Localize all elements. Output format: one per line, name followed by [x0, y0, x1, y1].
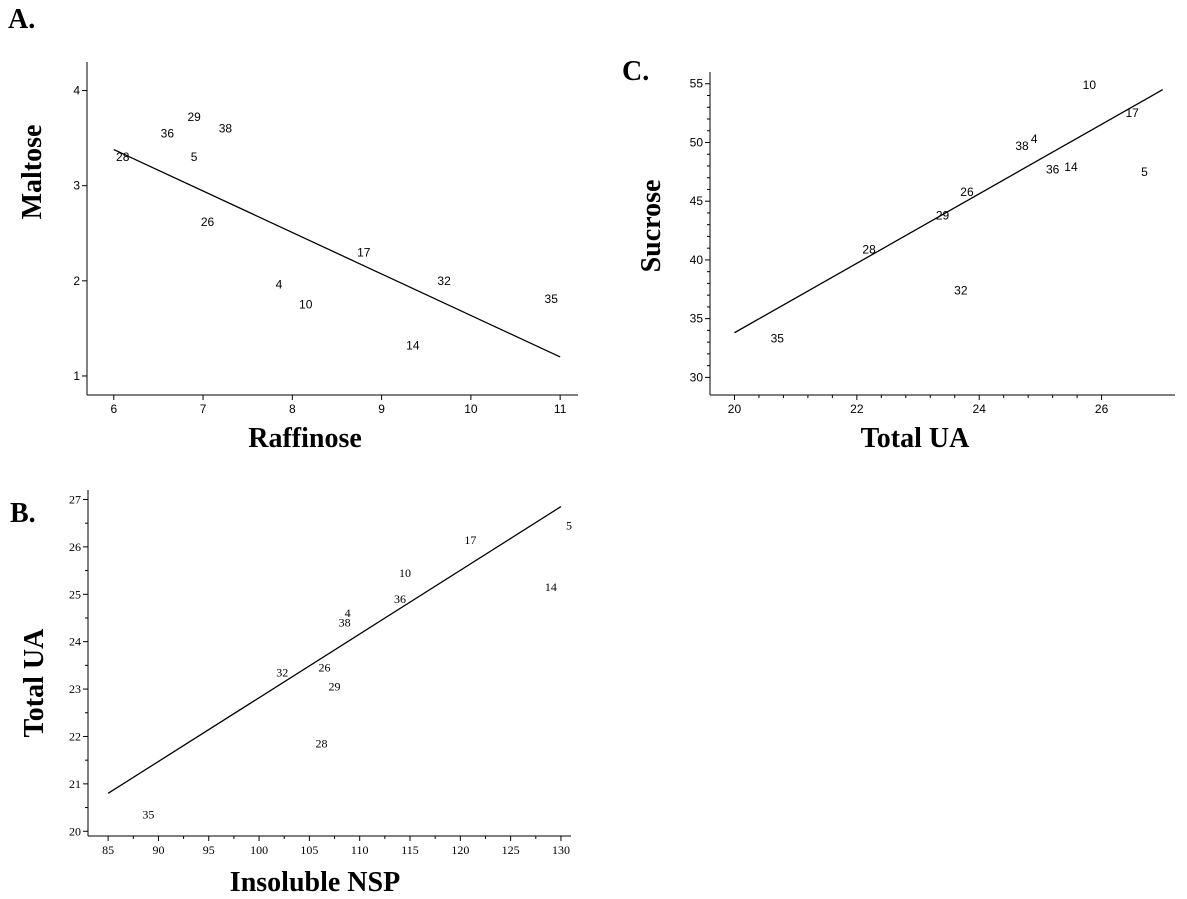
data-point-label: 29 — [329, 680, 341, 694]
y-tick-label: 23 — [69, 682, 81, 696]
panel-letter: A. — [8, 4, 35, 35]
x-tick-label: 120 — [451, 843, 469, 857]
y-axis-title: Total UA — [19, 628, 50, 737]
data-point-label: 26 — [318, 661, 330, 675]
data-point-label: 35 — [545, 292, 559, 306]
y-tick-label: 21 — [69, 777, 81, 791]
data-point-label: 36 — [161, 126, 175, 140]
y-tick-label: 3 — [73, 179, 80, 193]
data-point-label: 35 — [142, 808, 154, 822]
y-tick-label: 26 — [69, 540, 81, 554]
data-point-label: 32 — [954, 283, 968, 297]
y-axis-title: Sucrose — [636, 180, 667, 273]
x-tick-label: 10 — [464, 402, 478, 416]
data-point-label: 29 — [936, 208, 950, 222]
data-point-label: 4 — [1031, 132, 1038, 146]
y-tick-label: 4 — [73, 84, 80, 98]
x-axis-title: Total UA — [861, 423, 970, 454]
y-tick-label: 24 — [69, 635, 81, 649]
data-point-label: 10 — [399, 566, 411, 580]
y-tick-label: 30 — [690, 370, 704, 384]
y-tick-label: 20 — [69, 824, 81, 838]
data-point-label: 38 — [219, 122, 233, 136]
x-tick-label: 85 — [102, 843, 114, 857]
data-point-label: 17 — [464, 533, 476, 547]
data-point-label: 17 — [1125, 106, 1139, 120]
x-tick-label: 110 — [351, 843, 369, 857]
x-tick-label: 7 — [200, 402, 207, 416]
data-point-label: 28 — [315, 737, 327, 751]
data-point-label: 4 — [345, 606, 351, 620]
panel-c: C. 20 22 24 26 30 35 40 45 50 55 10 17 438 36 14 5 26 29 28… — [622, 56, 1175, 454]
y-tick-label: 25 — [69, 587, 81, 601]
data-point-label: 38 — [1015, 139, 1029, 153]
x-tick-label: 22 — [850, 402, 864, 416]
data-point-label: 32 — [437, 274, 451, 288]
y-tick-label: 27 — [69, 492, 81, 506]
x-tick-label: 8 — [289, 402, 296, 416]
x-tick-label: 125 — [502, 843, 520, 857]
data-point-label: 5 — [566, 519, 572, 533]
y-tick-label: 35 — [690, 312, 704, 326]
data-point-label: 36 — [1046, 162, 1060, 176]
y-tick-label: 50 — [690, 135, 704, 149]
x-tick-label: 95 — [203, 843, 215, 857]
data-point-label: 14 — [406, 339, 420, 353]
data-point-label: 17 — [357, 245, 371, 259]
x-tick-label: 24 — [973, 402, 987, 416]
y-tick-label: 2 — [73, 274, 80, 288]
data-point-label: 32 — [276, 665, 288, 679]
panel-letter: B. — [10, 498, 36, 529]
regression-line — [734, 89, 1164, 334]
data-point-label: 5 — [191, 150, 198, 164]
data-point-label: 38 — [339, 616, 351, 630]
panel-b: B.85 90 95 100 105 110 115 120 125 13020212223242… — [10, 490, 572, 898]
x-axis-title: Raffinose — [248, 423, 362, 454]
y-tick-label: 1 — [73, 369, 80, 383]
data-point-label: 26 — [201, 215, 215, 229]
x-tick-label: 26 — [1095, 402, 1109, 416]
y-axis-title: Maltose — [17, 125, 48, 220]
x-tick-label: 6 — [110, 402, 117, 416]
x-tick-label: 20 — [728, 402, 742, 416]
y-tick-label: 40 — [690, 253, 704, 267]
regression-line — [113, 148, 561, 358]
data-point-label: 35 — [771, 332, 785, 346]
x-tick-label: 105 — [300, 843, 318, 857]
y-tick-label: 55 — [690, 77, 704, 91]
data-point-label: 10 — [299, 298, 313, 312]
y-tick-label: 22 — [69, 729, 81, 743]
x-tick-label: 115 — [401, 843, 419, 857]
data-point-label: 36 — [394, 592, 406, 606]
data-point-label: 14 — [545, 580, 557, 594]
x-tick-label: 9 — [378, 402, 385, 416]
x-tick-label: 11 — [554, 402, 567, 416]
x-tick-label: 100 — [250, 843, 268, 857]
data-point-label: 10 — [1083, 78, 1097, 92]
y-tick-label: 45 — [690, 194, 704, 208]
panel-a: A.6 7 8 9 10 1112342836293852617410323514Raff… — [8, 4, 578, 454]
data-point-label: 5 — [1141, 165, 1148, 179]
panel-letter: C. — [622, 56, 649, 87]
x-tick-label: 90 — [152, 843, 164, 857]
data-point-label: 28 — [116, 150, 130, 164]
data-point-label: 4 — [276, 278, 283, 292]
regression-line — [107, 506, 562, 794]
x-tick-label: 130 — [552, 843, 570, 857]
data-point-label: 26 — [960, 185, 974, 199]
data-point-label: 29 — [187, 110, 201, 124]
data-point-label: 14 — [1064, 160, 1078, 174]
x-axis-title: Insoluble NSP — [230, 867, 400, 898]
data-point-label: 28 — [862, 242, 876, 256]
